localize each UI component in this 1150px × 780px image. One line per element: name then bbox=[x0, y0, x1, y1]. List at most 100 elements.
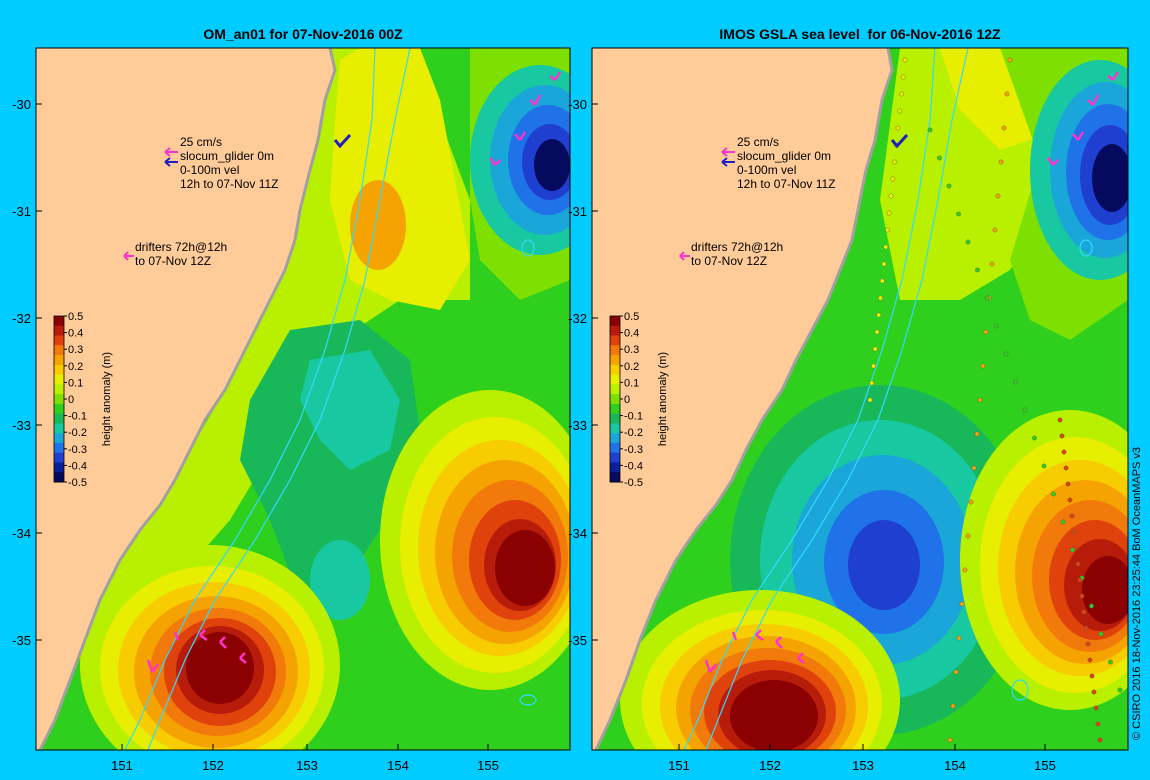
colorbar-swatch bbox=[54, 345, 64, 356]
colorbar-tick-label: 0.5 bbox=[68, 311, 83, 323]
alongtrack-point bbox=[874, 329, 880, 335]
colorbar-swatch bbox=[54, 364, 64, 376]
alongtrack-point bbox=[1032, 435, 1037, 441]
alongtrack-point bbox=[974, 431, 980, 437]
alongtrack-point bbox=[1022, 407, 1028, 413]
lat-tick-label: -31 bbox=[568, 204, 587, 219]
left-glider-track bbox=[333, 133, 352, 149]
alongtrack-point bbox=[984, 295, 990, 301]
alongtrack-point bbox=[1003, 351, 1009, 357]
alongtrack-point bbox=[1063, 465, 1069, 471]
right-colorbar: 0.5 0.4 0.3 0.2 0.1 0 -0.1 -0.2 -0.3 -0.4 -0.5 heig… bbox=[609, 311, 669, 489]
lon-tick-label: 152 bbox=[202, 758, 224, 773]
alongtrack-point bbox=[1093, 705, 1099, 711]
right-drifters-label: drifters 72h@12h bbox=[691, 240, 783, 254]
alongtrack-point bbox=[1073, 545, 1079, 551]
alongtrack-point bbox=[1041, 463, 1047, 469]
lat-tick-label: -30 bbox=[12, 97, 31, 112]
colorbar-label: height anomaly (m) bbox=[657, 352, 669, 446]
lon-tick-label: 153 bbox=[296, 758, 318, 773]
colorbar-swatch bbox=[610, 335, 620, 346]
colorbar-tick-label: -0.2 bbox=[68, 427, 87, 439]
right-window-label: 12h to 07-Nov 11Z bbox=[737, 177, 836, 191]
alongtrack-point bbox=[927, 127, 933, 133]
alongtrack-point bbox=[1097, 737, 1103, 743]
colorbar-tick-label: 0 bbox=[68, 394, 74, 406]
lon-tick-label: 154 bbox=[387, 758, 409, 773]
alongtrack-point bbox=[980, 363, 986, 369]
colorbar-tick-label: 0.2 bbox=[68, 361, 83, 373]
alongtrack-point bbox=[998, 159, 1004, 165]
alongtrack-point bbox=[897, 108, 903, 114]
right-map-panel: 25 cm/s slocum_glider 0m 0-100m vel 12h … bbox=[568, 47, 1129, 773]
colorbar-swatch bbox=[54, 423, 64, 434]
credit-text: © CSIRO 2016 18-Nov-2016 23:25:44 BoM Oc… bbox=[1131, 446, 1143, 740]
colorbar-swatch bbox=[610, 364, 620, 376]
colorbar-swatch bbox=[54, 384, 64, 395]
alongtrack-point bbox=[965, 239, 971, 245]
alongtrack-point bbox=[1013, 379, 1018, 385]
alongtrack-point bbox=[1077, 577, 1083, 583]
colorbar-tick-label: -0.4 bbox=[68, 460, 87, 472]
left-map-frame bbox=[35, 47, 571, 751]
left-drifters-label: drifters 72h@12h bbox=[135, 240, 227, 254]
alongtrack-point bbox=[1061, 449, 1067, 455]
alongtrack-point bbox=[1079, 593, 1085, 599]
alongtrack-point bbox=[1067, 497, 1073, 503]
alongtrack-point bbox=[1075, 561, 1081, 567]
colorbar-tick-label: -0.3 bbox=[68, 444, 87, 456]
left-glider-label: slocum_glider 0m bbox=[180, 149, 274, 163]
colorbar-swatch bbox=[54, 403, 64, 415]
lat-tick-label: -33 bbox=[568, 418, 587, 433]
lon-tick-label: 155 bbox=[477, 758, 499, 773]
colorbar-swatch bbox=[54, 442, 64, 454]
lon-tick-label: 154 bbox=[944, 758, 966, 773]
right-map-frame bbox=[591, 47, 1129, 751]
alongtrack-point bbox=[1007, 57, 1013, 63]
colorbar-tick-label: 0 bbox=[624, 394, 630, 406]
colorbar-swatch bbox=[54, 462, 64, 473]
colorbar-swatch bbox=[610, 413, 620, 424]
colorbar-swatch bbox=[54, 413, 64, 424]
lat-tick-label: -32 bbox=[12, 311, 31, 326]
lon-tick-label: 151 bbox=[111, 758, 133, 773]
lat-tick-label: -30 bbox=[568, 97, 587, 112]
alongtrack-point bbox=[883, 244, 889, 250]
alongtrack-point bbox=[892, 159, 897, 165]
alongtrack-point bbox=[888, 193, 894, 199]
alongtrack-point bbox=[1004, 91, 1010, 97]
alongtrack-point bbox=[1095, 721, 1101, 727]
alongtrack-point bbox=[947, 737, 953, 743]
alongtrack-point bbox=[971, 465, 977, 471]
alongtrack-point bbox=[1089, 673, 1095, 679]
lat-tick-label: -31 bbox=[12, 204, 31, 219]
alongtrack-point bbox=[962, 567, 968, 573]
right-vel-label: 0-100m vel bbox=[737, 163, 796, 177]
colorbar-swatch bbox=[610, 374, 620, 385]
alongtrack-point bbox=[890, 176, 896, 182]
alongtrack-point bbox=[946, 183, 952, 189]
alongtrack-point bbox=[867, 397, 873, 403]
colorbar-tick-label: 0.3 bbox=[624, 344, 639, 356]
right-vector-scale: 25 cm/s bbox=[737, 135, 779, 149]
colorbar-swatch bbox=[610, 442, 620, 454]
colorbar-swatch bbox=[610, 452, 620, 463]
right-sla-field bbox=[592, 48, 1128, 750]
colorbar-swatch bbox=[610, 433, 620, 444]
left-panel-title: OM_an01 for 07-Nov-2016 00Z bbox=[203, 26, 403, 42]
colorbar-tick-label: -0.1 bbox=[68, 411, 87, 423]
alongtrack-point bbox=[992, 227, 998, 233]
alongtrack-point bbox=[950, 703, 956, 709]
colorbar-swatch bbox=[610, 423, 620, 434]
alongtrack-point bbox=[1059, 433, 1065, 439]
right-glider-label: slocum_glider 0m bbox=[737, 149, 831, 163]
colorbar-tick-label: -0.4 bbox=[624, 460, 643, 472]
left-drifter-vectors bbox=[146, 71, 562, 673]
alongtrack-point bbox=[994, 323, 999, 329]
alongtrack-point bbox=[1069, 513, 1075, 519]
alongtrack-point bbox=[983, 329, 989, 335]
alongtrack-point bbox=[1108, 659, 1113, 665]
lat-tick-label: -33 bbox=[12, 418, 31, 433]
alongtrack-point bbox=[878, 295, 883, 301]
lon-tick-label: 153 bbox=[852, 758, 874, 773]
